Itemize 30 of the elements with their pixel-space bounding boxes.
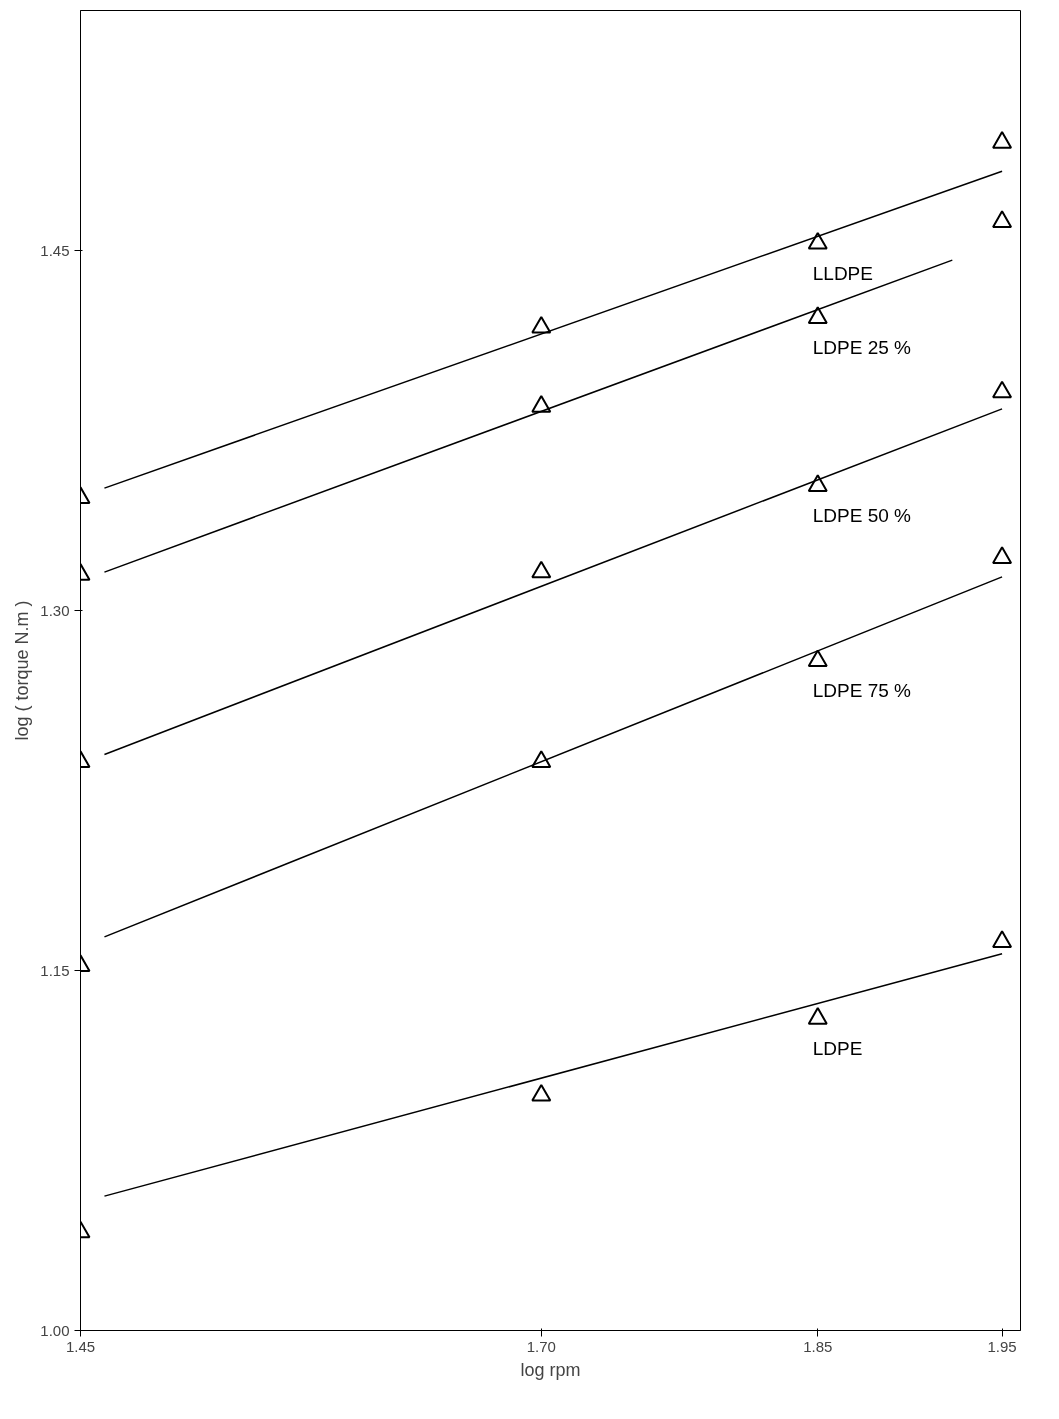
point [807,474,828,492]
series-label: LDPE 75 % [812,680,912,702]
x-tick-label: 1.70 [526,1337,556,1355]
point [531,750,552,768]
y-tick-label: 1.15 [40,961,70,979]
x-tick-label: 1.85 [803,1337,833,1355]
series-label: LLDPE [812,262,873,284]
y-tick-label: 1.00 [40,1321,70,1339]
x-axis-title: log rpm [520,1359,581,1380]
point [807,306,828,324]
point [807,1007,828,1025]
series-label: LDPE 25 % [812,337,912,359]
point [992,380,1013,399]
point [807,231,828,250]
point [531,1083,552,1102]
point [531,315,552,334]
point [531,395,552,413]
point [807,649,828,668]
series-label: LDPE [812,1038,863,1059]
point [992,210,1013,228]
y-tick-label: 1.45 [40,241,70,259]
y-tick-label: 1.30 [40,601,70,619]
point [531,560,552,579]
point [992,546,1013,564]
y-axis-title: log ( torque N.m ) [12,600,33,741]
x-tick-label: 1.45 [65,1337,96,1355]
x-tick-label: 1.95 [987,1337,1017,1355]
point [992,930,1013,948]
point [992,131,1013,149]
series-label: LDPE 50 % [812,505,912,527]
